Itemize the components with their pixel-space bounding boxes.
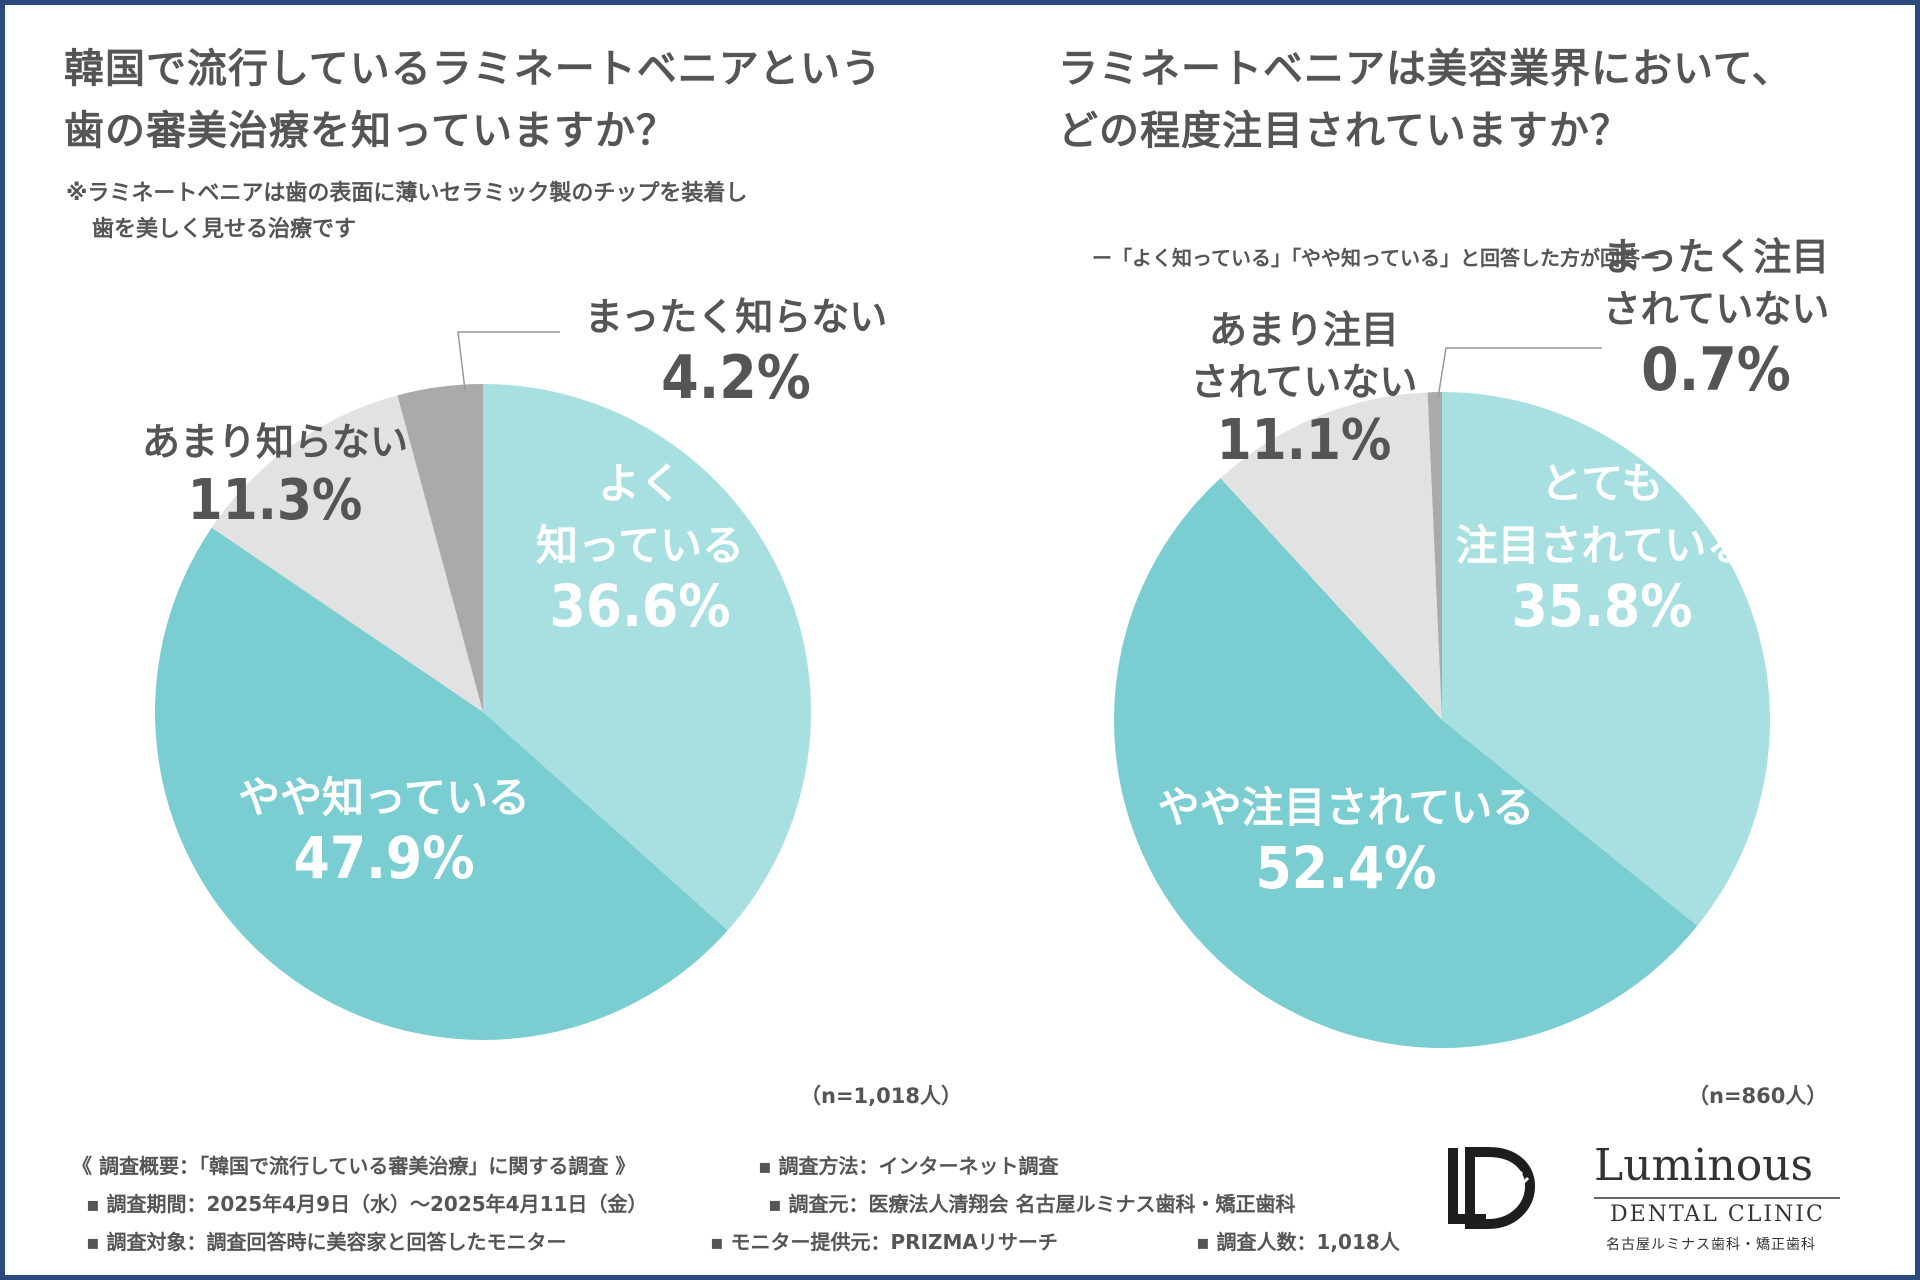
chart1-slice-1-label: よく	[598, 459, 682, 508]
chart1-slice-1-value: 36.6%	[549, 572, 730, 640]
chart1-slice-2-value: 47.9%	[293, 824, 474, 892]
chart1-slice-2-label: やや知っている	[238, 773, 530, 822]
logo-sub: DENTAL CLINIC	[1610, 1202, 1825, 1227]
footer-source: ▪ 調査元：医療法人清翔会 名古屋ルミナス歯科・矯正歯科	[768, 1192, 1296, 1216]
chart1-slice-1	[483, 384, 811, 931]
chart2-slice-3	[1220, 392, 1442, 720]
chart2-slice-2-label: やや注目されている	[1158, 783, 1535, 832]
footer-target: ▪ 調査対象：調査回答時に美容家と回答したモニター	[86, 1230, 567, 1254]
chart1-title: 韓国で流行しているラミネートベニアという 歯の審美治療を知っていますか？	[64, 38, 882, 162]
chart1-slice-3-value: 11.3%	[188, 468, 363, 533]
chart2-slice-2	[1113, 478, 1698, 1049]
chart2-title-line2: どの程度注目されていますか？	[1058, 108, 1631, 154]
chart2-leader-line-4	[1437, 347, 1602, 399]
chart2-subtitle: ー「よく知っている」「やや知っている」と回答した方が回答ー	[1092, 246, 1660, 270]
chart1-sample-size: （n=1,018人）	[800, 1084, 962, 1108]
chart1-title-line1: 韓国で流行しているラミネートベニアという	[64, 46, 882, 92]
chart2-slice-1-label: とても	[1541, 459, 1664, 508]
chart1-slice-4-value: 4.2%	[661, 343, 811, 413]
chart2-slice-4	[1427, 392, 1442, 720]
chart1-slice-2	[155, 527, 728, 1040]
chart2-slice-2-value: 52.4%	[1255, 834, 1436, 902]
chart1-slice-4	[397, 384, 483, 712]
chart1-slice-4-label: まったく知らない	[585, 295, 887, 339]
footer-monitor: ▪ モニター提供元：PRIZMAリサーチ	[710, 1230, 1058, 1254]
footer-survey-overview: 《 調査概要：「韓国で流行している審美治療」に関する調査 》	[72, 1154, 636, 1178]
chart2-slice-1	[1442, 392, 1770, 926]
chart1-title-line2: 歯の審美治療を知っていますか？	[64, 108, 677, 154]
footer-method: ▪ 調査方法：インターネット調査	[758, 1154, 1059, 1178]
footer-count: ▪ 調査人数：1,018人	[1196, 1230, 1400, 1254]
logo-japanese: 名古屋ルミナス歯科・矯正歯科	[1606, 1237, 1816, 1253]
chart2-slice-1-value: 35.8%	[1511, 572, 1692, 640]
chart1-note: ※ラミネートベニアは歯の表面に薄いセラミック製のチップを装着し 歯を美しく見せる…	[66, 176, 747, 248]
chart2-slice-4-label: されていない	[1603, 287, 1830, 331]
chart1-note-line2: 歯を美しく見せる治療です	[92, 217, 357, 242]
chart1-leader-line-4	[457, 331, 560, 391]
chart1-slice-3-label: あまり知らない	[142, 420, 408, 464]
chart1-slice-3	[211, 395, 483, 712]
chart2-slice-3-label: されていない	[1191, 360, 1418, 404]
chart2-slice-4-value: 0.7%	[1641, 335, 1791, 405]
chart2-slice-3-value: 11.1%	[1217, 408, 1392, 473]
footer-period: ▪ 調査期間：2025年4月9日（水）〜2025年4月11日（金）	[86, 1192, 648, 1216]
chart1-slice-1-label: 知っている	[536, 521, 744, 570]
chart2-sample-size: （n=860人）	[1688, 1084, 1828, 1108]
logo-name: Luminous	[1594, 1140, 1814, 1191]
chart2-title: ラミネートベニアは美容業界において、 どの程度注目されていますか？	[1058, 38, 1793, 162]
chart1-note-line1: ※ラミネートベニアは歯の表面に薄いセラミック製のチップを装着し	[66, 181, 748, 206]
chart2-slice-3-label: あまり注目	[1209, 308, 1399, 352]
chart2-title-line1: ラミネートベニアは美容業界において、	[1058, 46, 1793, 92]
chart2-slice-1-label: 注目されている	[1456, 521, 1749, 570]
chart2-slice-4-label: まったく注目	[1603, 235, 1829, 279]
